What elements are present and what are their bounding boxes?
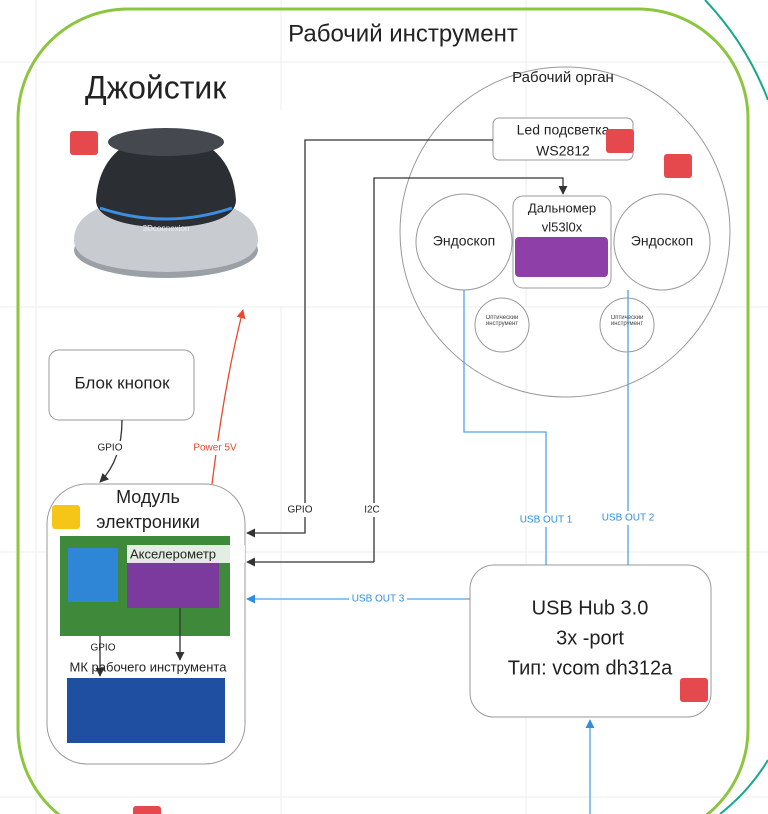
comment-icon[interactable] xyxy=(70,131,98,155)
conn-label: Power 5V xyxy=(193,443,237,454)
usb-hub-label: 3x -port xyxy=(556,627,624,649)
joystick-title: Джойстик xyxy=(85,69,227,105)
optical-label: Оптический инструмент xyxy=(610,315,644,327)
accelerometer-label: Акселерометр xyxy=(130,546,216,561)
conn-label: USB OUT 2 xyxy=(602,513,655,524)
connector xyxy=(246,139,493,538)
rangefinder-label: Дальномер xyxy=(528,200,596,215)
conn-label: I2C xyxy=(364,505,380,516)
conn-label: USB OUT 1 xyxy=(520,515,573,526)
accelerometer-board xyxy=(127,560,219,608)
optical-tool xyxy=(599,297,655,353)
connector xyxy=(211,309,246,485)
relay xyxy=(68,548,118,602)
led-label: WS2812 xyxy=(536,143,590,159)
tool-frame xyxy=(16,7,750,814)
rangefinder-label: vl53l0x xyxy=(542,219,583,234)
rangefinder-board xyxy=(515,237,608,277)
gpio-label: GPIO xyxy=(90,643,115,654)
mcu-board xyxy=(67,678,225,743)
conn-label: USB OUT 3 xyxy=(352,594,405,605)
frame-arc xyxy=(704,0,768,814)
endoscope-label: Эндоскоп xyxy=(631,233,693,249)
optical-tool xyxy=(474,297,530,353)
usb-hub-label: Тип: vcom dh312a xyxy=(508,657,673,679)
mcu-label: МК рабочего инструмента xyxy=(70,659,228,674)
organ-circle xyxy=(399,66,731,398)
button-label: Блок кнопок xyxy=(74,373,170,392)
electronics-title: электроники xyxy=(96,512,200,532)
title: Рабочий инструмент xyxy=(288,20,518,47)
connector xyxy=(463,290,547,565)
comment-icon[interactable] xyxy=(664,154,692,178)
endoscope-label: Эндоскоп xyxy=(433,233,495,249)
usb-hub xyxy=(469,564,712,718)
comment-icon[interactable] xyxy=(606,129,634,153)
electronics-title: Модуль xyxy=(116,487,180,507)
optical-label: Оптический инструмент xyxy=(485,315,519,327)
endoscope xyxy=(613,193,711,291)
comment-icon[interactable] xyxy=(133,806,161,814)
conn-label: GPIO xyxy=(287,505,312,516)
usb-hub-label: USB Hub 3.0 xyxy=(532,597,649,619)
connector xyxy=(99,419,123,483)
led-label: Led подсветка xyxy=(517,122,610,138)
comment-icon[interactable] xyxy=(680,678,708,702)
comment-icon[interactable] xyxy=(52,505,80,529)
connector xyxy=(373,177,568,562)
conn-label: GPIO xyxy=(97,443,122,454)
organ-title: Рабочий орган xyxy=(512,69,614,86)
brand: 3Dconnexion xyxy=(143,224,190,233)
